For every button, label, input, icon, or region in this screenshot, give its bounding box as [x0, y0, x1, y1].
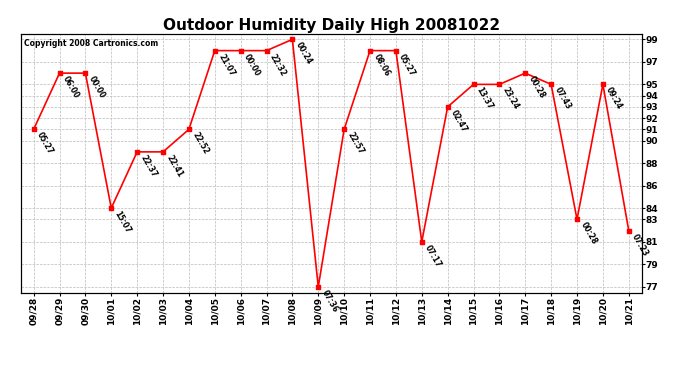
Text: 21:07: 21:07 — [216, 52, 236, 78]
Text: 02:47: 02:47 — [449, 108, 469, 134]
Point — [442, 104, 453, 110]
Text: 09:24: 09:24 — [604, 86, 624, 111]
Text: 00:24: 00:24 — [294, 41, 314, 66]
Text: 13:37: 13:37 — [475, 86, 495, 111]
Point — [571, 216, 582, 222]
Point — [623, 228, 634, 234]
Point — [80, 70, 91, 76]
Text: 00:00: 00:00 — [242, 52, 262, 77]
Text: 06:00: 06:00 — [61, 75, 81, 100]
Text: 00:00: 00:00 — [87, 75, 107, 100]
Text: 22:41: 22:41 — [164, 153, 184, 178]
Point — [132, 149, 143, 155]
Point — [287, 36, 298, 42]
Text: 22:37: 22:37 — [139, 153, 159, 179]
Point — [546, 81, 557, 87]
Text: 07:36: 07:36 — [319, 288, 339, 314]
Point — [209, 48, 220, 54]
Point — [261, 48, 272, 54]
Text: 22:57: 22:57 — [346, 131, 366, 156]
Point — [339, 126, 350, 132]
Text: 00:28: 00:28 — [526, 75, 546, 100]
Point — [157, 149, 168, 155]
Text: 07:23: 07:23 — [630, 232, 650, 258]
Text: 07:43: 07:43 — [553, 86, 573, 111]
Point — [494, 81, 505, 87]
Text: 07:17: 07:17 — [423, 243, 443, 269]
Point — [106, 205, 117, 211]
Title: Outdoor Humidity Daily High 20081022: Outdoor Humidity Daily High 20081022 — [163, 18, 500, 33]
Text: 15:07: 15:07 — [112, 210, 132, 235]
Text: 05:27: 05:27 — [35, 131, 55, 156]
Text: 23:24: 23:24 — [501, 86, 521, 111]
Text: 08:06: 08:06 — [371, 52, 391, 78]
Point — [391, 48, 402, 54]
Point — [598, 81, 609, 87]
Point — [235, 48, 246, 54]
Point — [520, 70, 531, 76]
Point — [468, 81, 479, 87]
Text: 22:52: 22:52 — [190, 131, 210, 156]
Text: 05:27: 05:27 — [397, 52, 417, 77]
Point — [416, 239, 427, 245]
Point — [313, 284, 324, 290]
Point — [364, 48, 375, 54]
Point — [28, 126, 39, 132]
Text: 00:28: 00:28 — [578, 221, 598, 246]
Point — [184, 126, 195, 132]
Text: Copyright 2008 Cartronics.com: Copyright 2008 Cartronics.com — [23, 39, 158, 48]
Point — [54, 70, 65, 76]
Text: 22:32: 22:32 — [268, 52, 288, 77]
